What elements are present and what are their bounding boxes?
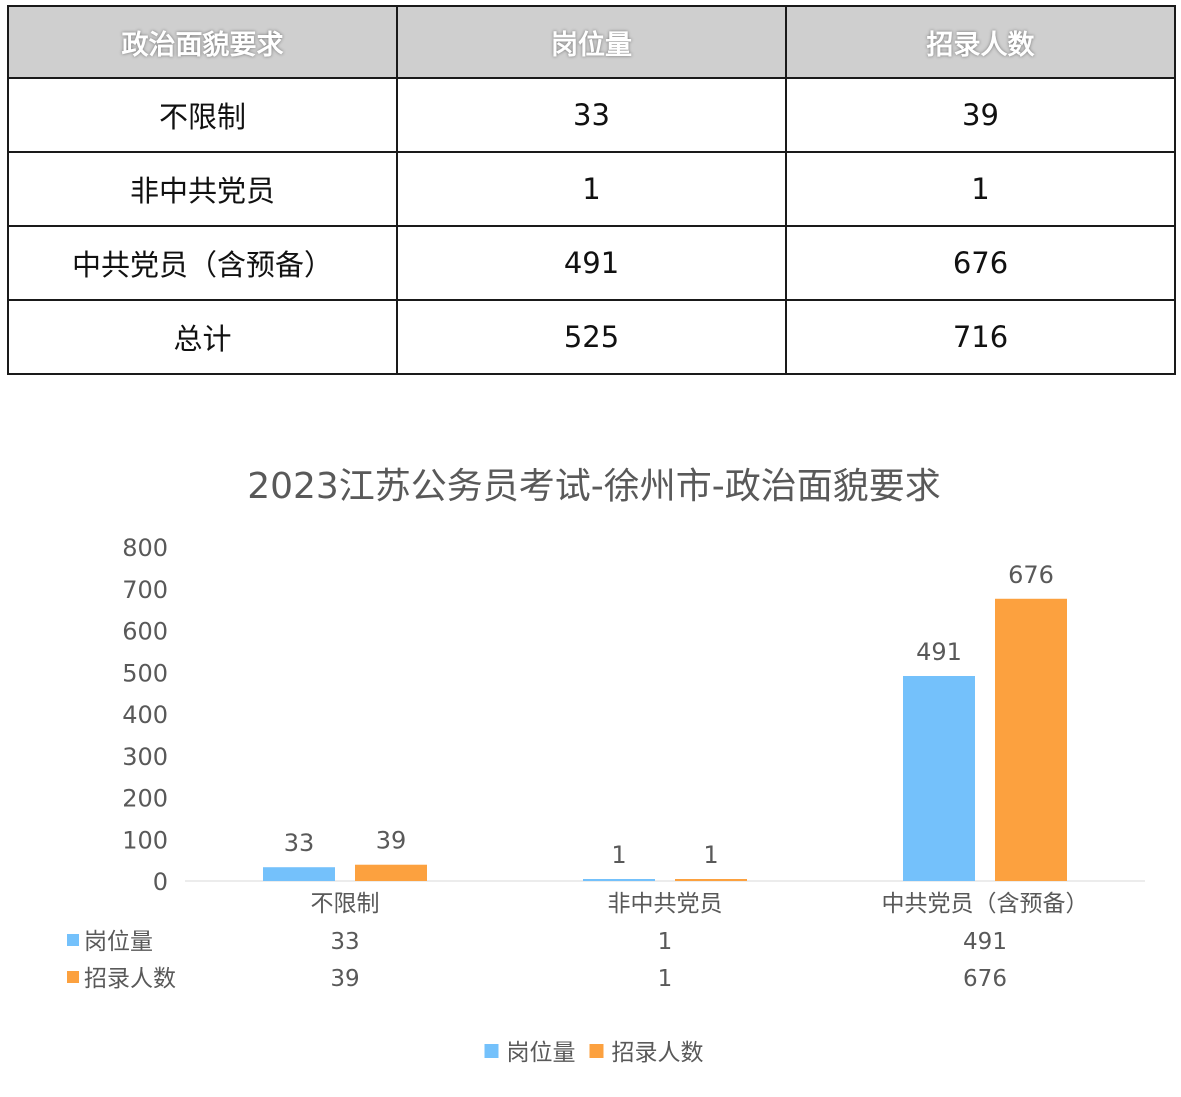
table-row: 总计 525 716 [7,299,1176,375]
bar [583,879,655,881]
bar [995,598,1067,881]
data-table-value: 676 [963,966,1007,992]
y-tick-label: 100 [122,826,168,854]
table-cell: 总计 [7,299,398,375]
y-tick-label: 500 [122,659,168,687]
table-cell: 非中共党员 [7,151,398,227]
table-cell: 33 [396,77,787,153]
data-table-value: 1 [658,929,673,955]
table-cell: 1 [396,151,787,227]
data-label: 39 [376,827,407,855]
data-label: 491 [916,638,962,666]
table-cell: 中共党员（含预备） [7,225,398,301]
y-tick-label: 600 [122,618,168,646]
plot-area: 0 100 200 300 400 500 600 700 800 不限制 33 39 非中共党员 1 1 中… [67,534,1145,1066]
legend-swatch [67,934,79,946]
y-tick-label: 0 [153,868,168,896]
bar [355,864,427,881]
data-label: 1 [703,841,718,869]
chart-title: 2023江苏公务员考试-徐州市-政治面貌要求 [247,466,941,507]
bar [903,676,975,881]
table-header-cell: 岗位量 [396,5,787,79]
summary-table: 政治面貌要求 岗位量 招录人数 不限制 33 39 非中共党员 1 1 中共党员… [7,5,1176,375]
data-table-series-label: 招录人数 [84,966,176,992]
y-tick-label: 800 [122,534,168,562]
x-tick-label: 非中共党员 [608,891,723,917]
table-cell: 525 [396,299,787,375]
table-header-cell: 招录人数 [785,5,1176,79]
y-tick-label: 400 [122,701,168,729]
table-cell: 716 [785,299,1176,375]
table-cell: 491 [396,225,787,301]
data-label: 33 [284,829,315,857]
data-table-series-label: 岗位量 [84,929,153,955]
table-row: 不限制 33 39 [7,77,1176,153]
y-tick-label: 300 [122,743,168,771]
table-cell: 不限制 [7,77,398,153]
data-label: 676 [1008,561,1054,589]
table-cell: 676 [785,225,1176,301]
table-header-row: 政治面貌要求 岗位量 招录人数 [7,5,1176,79]
legend-label: 岗位量 [507,1040,576,1066]
legend-label: 招录人数 [612,1040,704,1066]
table-row: 中共党员（含预备） 491 676 [7,225,1176,301]
table-cell: 39 [785,77,1176,153]
data-table-value: 33 [330,929,359,955]
data-label: 1 [611,841,626,869]
data-table-value: 39 [330,966,359,992]
legend-swatch [589,1044,604,1058]
y-tick-label: 200 [122,785,168,813]
data-table-value: 491 [963,929,1007,955]
table-cell: 1 [785,151,1176,227]
table-header-cell: 政治面貌要求 [7,5,398,79]
legend-swatch [67,971,79,983]
legend-swatch [484,1044,499,1058]
x-tick-label: 中共党员（含预备） [882,891,1089,917]
bar-chart: 2023江苏公务员考试-徐州市-政治面貌要求 0 100 200 300 400 500 6… [67,466,1145,1066]
bar [263,867,335,881]
data-table-value: 1 [658,966,673,992]
x-tick-label: 不限制 [311,891,380,917]
table-row: 非中共党员 1 1 [7,151,1176,227]
y-tick-label: 700 [122,576,168,604]
bar [675,879,747,881]
